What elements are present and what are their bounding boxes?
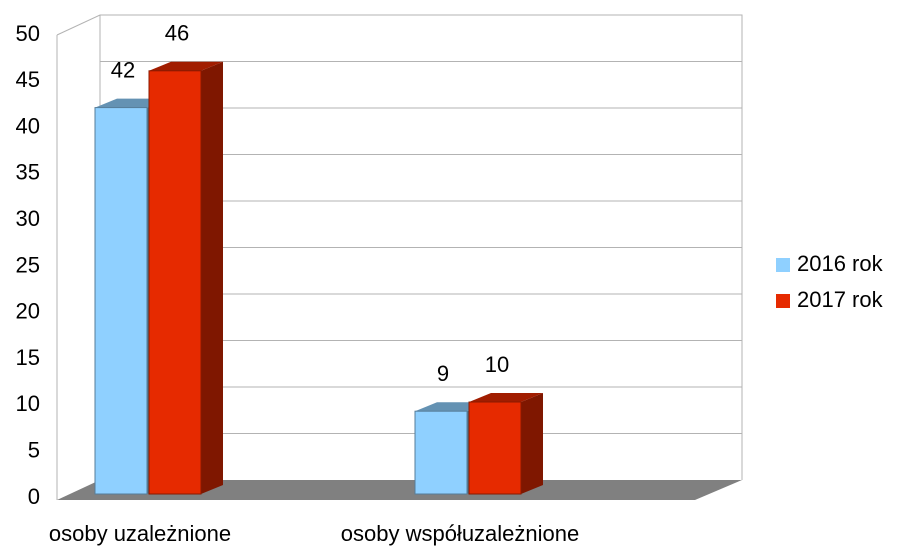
y-tick-label: 15 bbox=[16, 345, 40, 370]
bar-front bbox=[468, 401, 522, 495]
y-tick-label: 35 bbox=[16, 160, 40, 185]
bar-top bbox=[149, 61, 223, 71]
y-tick-label: 30 bbox=[16, 206, 40, 231]
y-tick-label: 25 bbox=[16, 252, 40, 277]
y-tick-label: 10 bbox=[16, 391, 40, 416]
y-tick-label: 45 bbox=[16, 67, 40, 92]
bar bbox=[148, 61, 223, 495]
bar-front bbox=[148, 70, 202, 495]
x-tick-label: osoby współuzależnione bbox=[341, 521, 580, 546]
bar-front bbox=[414, 410, 468, 495]
x-tick-label: osoby uzależnione bbox=[49, 521, 231, 546]
bar-top bbox=[469, 393, 543, 402]
bar-front bbox=[94, 107, 148, 495]
y-tick-label: 20 bbox=[16, 299, 40, 324]
legend-label: 2016 rok bbox=[797, 251, 884, 276]
value-label: 42 bbox=[111, 57, 135, 82]
bar-side bbox=[521, 393, 543, 494]
y-tick-label: 40 bbox=[16, 113, 40, 138]
value-label: 9 bbox=[437, 361, 449, 386]
y-tick-label: 50 bbox=[16, 21, 40, 46]
floor bbox=[57, 480, 742, 500]
bar-side bbox=[201, 61, 223, 495]
value-label: 46 bbox=[165, 21, 189, 46]
legend-swatch bbox=[776, 294, 790, 308]
legend-swatch bbox=[776, 258, 790, 272]
y-tick-label: 0 bbox=[28, 484, 40, 509]
value-label: 10 bbox=[485, 352, 509, 377]
legend-label: 2017 rok bbox=[797, 287, 884, 312]
y-tick-label: 5 bbox=[28, 438, 40, 463]
bar bbox=[468, 393, 543, 495]
